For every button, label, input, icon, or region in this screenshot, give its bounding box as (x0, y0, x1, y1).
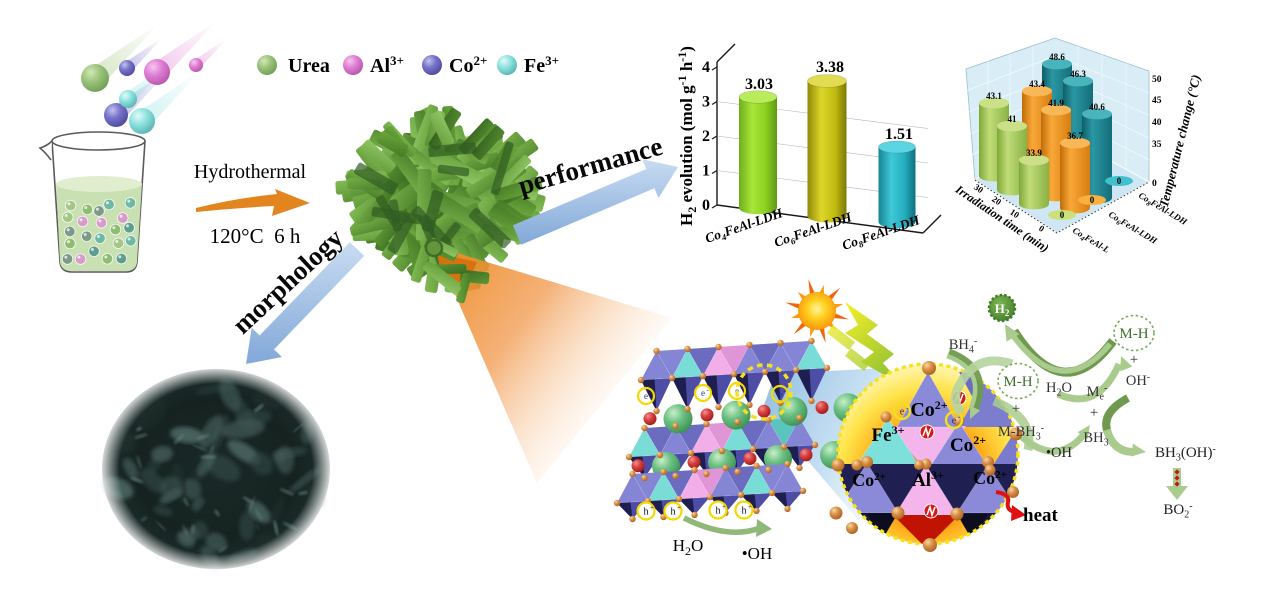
svg-text:heat: heat (1023, 505, 1059, 526)
svg-text:Urea: Urea (288, 55, 330, 77)
svg-text:Al3+: Al3+ (370, 53, 404, 77)
svg-text:M-H: M-H (1119, 326, 1148, 342)
svg-text:+: + (722, 503, 726, 511)
svg-text:+: + (1090, 405, 1098, 421)
svg-text:H2​O: H2​O (1046, 380, 1072, 399)
svg-text:h: h (716, 506, 721, 517)
svg-text:+: + (677, 504, 681, 512)
svg-text:•OH: •OH (1046, 445, 1073, 461)
svg-text:BH4​-​: BH4​-​ (949, 336, 978, 356)
svg-text:+: + (650, 504, 654, 512)
svg-text:40: 40 (1152, 118, 1162, 128)
svg-text:0: 0 (1152, 179, 1157, 189)
svg-text:43.1: 43.1 (986, 91, 1002, 101)
svg-text:120°C 6 h: 120°C 6 h (210, 224, 301, 248)
svg-text:BH3​: BH3​ (1083, 430, 1108, 449)
svg-text:h: h (644, 507, 649, 518)
svg-text:0: 0 (1090, 195, 1095, 205)
svg-text:0: 0 (702, 197, 710, 214)
svg-text:3.03: 3.03 (745, 76, 773, 93)
svg-text:48.6: 48.6 (1049, 52, 1065, 62)
svg-text:1: 1 (702, 163, 710, 180)
svg-text:h: h (742, 506, 747, 517)
svg-text:e: e (701, 388, 705, 398)
svg-text:0: 0 (1060, 210, 1065, 220)
svg-text:41: 41 (1008, 114, 1018, 124)
svg-text:M-H: M-H (1003, 374, 1032, 390)
svg-text:BH3​(OH)-​: BH3​(OH)-​ (1155, 444, 1216, 464)
svg-text:2: 2 (702, 128, 710, 145)
svg-text:41.9: 41.9 (1048, 98, 1064, 108)
svg-text:4: 4 (702, 59, 710, 76)
svg-text:-: - (650, 389, 653, 397)
svg-text:3: 3 (702, 94, 710, 111)
svg-text:45: 45 (1152, 96, 1162, 106)
svg-text:3.38: 3.38 (816, 59, 844, 76)
svg-text:-: - (707, 386, 710, 394)
svg-text:-: - (958, 413, 961, 421)
svg-text:35: 35 (1152, 140, 1162, 150)
svg-text:e: e (778, 389, 782, 399)
svg-text:-: - (784, 387, 787, 395)
svg-text:0: 0 (1117, 176, 1122, 186)
svg-text:0: 0 (1037, 223, 1047, 234)
svg-text:50: 50 (1152, 75, 1162, 85)
svg-text:1.51: 1.51 (885, 126, 913, 143)
svg-text:e: e (735, 386, 739, 396)
svg-text:•OH: •OH (742, 544, 773, 563)
svg-text:H2O: H2O (673, 536, 704, 558)
svg-text:-: - (741, 384, 744, 392)
svg-text:h: h (671, 507, 676, 518)
svg-text:36.7: 36.7 (1067, 131, 1083, 141)
svg-text:OH-​: OH-​ (1126, 372, 1150, 389)
svg-text:-: - (906, 404, 909, 412)
svg-text:43.4: 43.4 (1029, 79, 1045, 89)
svg-text:e: e (952, 416, 957, 427)
svg-text:+: + (1012, 401, 1020, 417)
svg-text:33.9: 33.9 (1026, 148, 1042, 158)
svg-text:H2 evolution (mol g-1 h-1): H2 evolution (mol g-1 h-1) (675, 46, 699, 226)
svg-text:M-BH3​-​: M-BH3​-​ (998, 423, 1044, 443)
svg-text:Hydrothermal: Hydrothermal (194, 161, 307, 183)
svg-text:e: e (900, 407, 905, 418)
svg-text:e: e (644, 391, 648, 401)
svg-text:46.3: 46.3 (1070, 69, 1086, 79)
svg-text:+: + (1130, 352, 1138, 368)
svg-text:+: + (748, 503, 752, 511)
svg-text:40.6: 40.6 (1089, 102, 1105, 112)
